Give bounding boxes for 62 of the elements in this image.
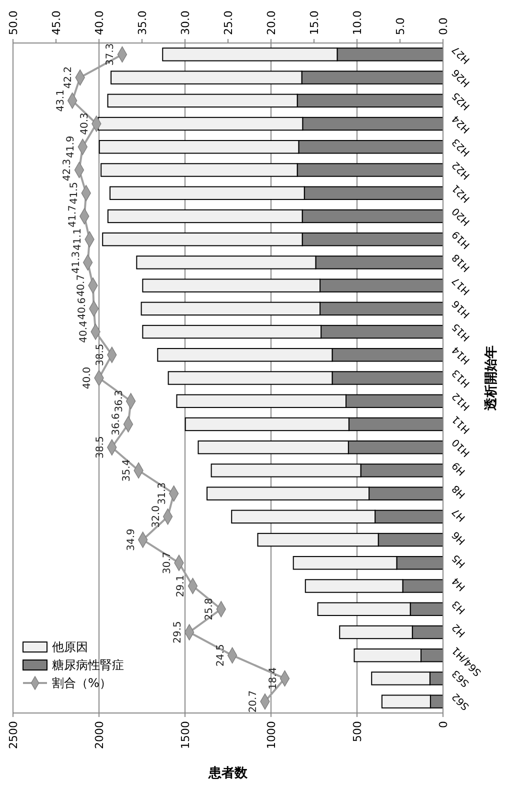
y-tick-label: H9 xyxy=(450,459,468,477)
data-label: 29.5 xyxy=(172,621,184,644)
x-axis-title: 患者数 xyxy=(208,765,248,781)
data-label: 29.1 xyxy=(176,574,187,598)
data-label: 38.5 xyxy=(94,344,106,366)
data-label: 40.4 xyxy=(78,320,90,343)
data-label: 40.7 xyxy=(76,274,87,297)
y-tick-label: H2 xyxy=(450,621,468,639)
x2-tick-label: 0.0 xyxy=(436,18,450,35)
data-label: 36.3 xyxy=(114,390,125,412)
x2-tick-label: 40.0 xyxy=(92,10,106,35)
y-tick-label: H8 xyxy=(450,482,468,500)
data-label: 36.6 xyxy=(111,413,122,436)
data-label: 24.5 xyxy=(215,644,226,666)
data-label: 32.0 xyxy=(150,506,162,528)
x2-tick-label: 5.0 xyxy=(394,18,407,35)
x2-tick-label: 30.0 xyxy=(178,10,192,35)
y-tick-label: H5 xyxy=(450,552,468,570)
legend-label: 他原因 xyxy=(52,640,88,654)
x2-tick-label: 25.0 xyxy=(222,10,235,35)
x2-tick-label: 20.0 xyxy=(264,10,278,35)
data-label: 34.9 xyxy=(126,528,137,551)
data-label: 41.5 xyxy=(69,182,80,204)
x2-tick-label: 15.0 xyxy=(308,10,321,35)
y-tick-label: S62 xyxy=(450,690,472,712)
y-tick-label: H27 xyxy=(450,43,472,66)
x-tick-label: 0 xyxy=(436,721,450,728)
data-label: 38.5 xyxy=(94,436,106,458)
y-tick-label: H4 xyxy=(450,574,468,593)
data-label: 25.8 xyxy=(204,598,216,620)
data-label: 41.3 xyxy=(70,251,82,274)
data-label: 41.1 xyxy=(72,228,84,250)
data-label: 42.3 xyxy=(62,158,74,182)
x2-tick-label: 50.0 xyxy=(6,10,20,35)
data-label: 41.9 xyxy=(66,136,77,158)
x2-tick-label: 35.0 xyxy=(136,10,149,35)
data-label: 41.7 xyxy=(67,205,78,228)
data-label: 40.0 xyxy=(82,366,93,390)
y-tick-label: H7 xyxy=(450,506,468,524)
x2-tick-label: 45.0 xyxy=(50,10,63,35)
y-axis-title: 透析開始年 xyxy=(483,346,499,412)
data-label: 40.3 xyxy=(79,112,90,135)
x2-tick-label: 10.0 xyxy=(350,10,364,35)
data-label: 35.4 xyxy=(122,459,133,482)
y-tick-label: H3 xyxy=(450,598,468,616)
data-label: 40.6 xyxy=(76,298,88,320)
data-label: 43.1 xyxy=(55,90,66,112)
y-tick-label: H17 xyxy=(450,274,472,297)
legend-label: 割合（%） xyxy=(52,676,112,690)
y-tick-label: H6 xyxy=(450,528,468,546)
data-label: 31.3 xyxy=(156,482,168,505)
data-label: 20.7 xyxy=(248,690,259,713)
x-tick-label: 1500 xyxy=(178,721,192,749)
legend-label: 糖尿病性腎症 xyxy=(52,658,124,672)
x-tick-label: 2000 xyxy=(92,721,106,749)
data-label: 37.3 xyxy=(105,43,116,66)
data-label: 30.7 xyxy=(162,552,173,574)
x-tick-label: 2500 xyxy=(6,721,20,749)
data-label: 18.4 xyxy=(268,667,279,690)
data-label: 42.2 xyxy=(63,66,74,89)
x-tick-label: 1000 xyxy=(264,721,278,749)
x-tick-label: 500 xyxy=(350,721,364,742)
